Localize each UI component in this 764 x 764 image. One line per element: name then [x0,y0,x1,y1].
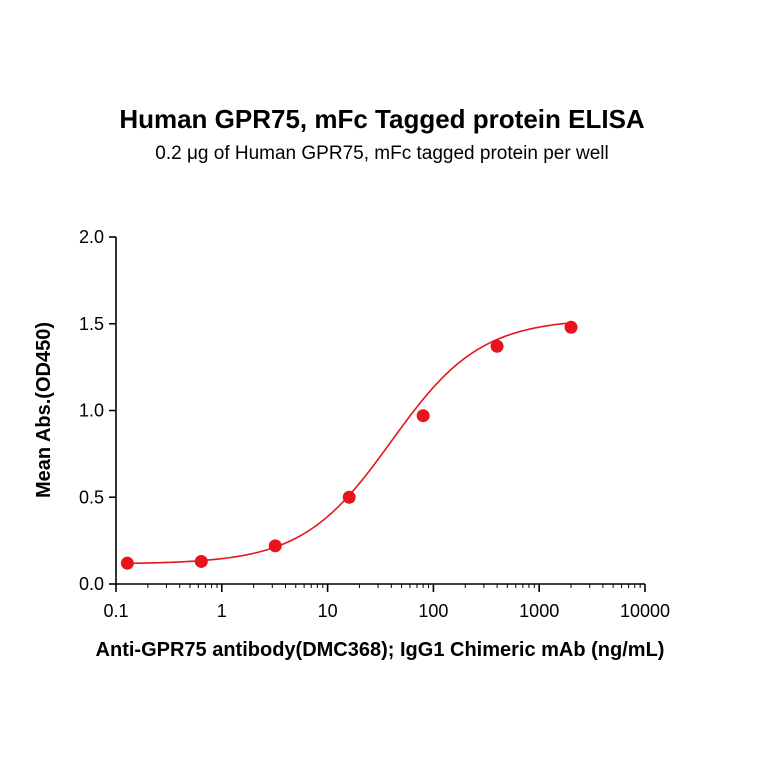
data-point [120,556,134,570]
y-axis-ticks: 0.0 0.5 1.0 1.5 2.0 [79,227,116,594]
y-tick-label: 1.0 [79,401,104,421]
chart-title: Human GPR75, mFc Tagged protein ELISA [119,104,645,134]
y-tick-label: 0.5 [79,487,104,507]
x-tick-label: 10000 [620,601,670,621]
fit-curve [127,322,572,565]
data-point [342,490,356,504]
data-point [268,539,282,553]
y-tick-label: 0.0 [79,574,104,594]
x-tick-label: 1000 [519,601,559,621]
data-point [194,554,208,568]
x-tick-label: 100 [418,601,448,621]
y-tick-label: 2.0 [79,227,104,247]
x-tick-label: 0.1 [103,601,128,621]
data-point [416,409,430,423]
x-tick-label: 10 [318,601,338,621]
x-tick-label: 1 [217,601,227,621]
x-axis-label: Anti-GPR75 antibody(DMC368); IgG1 Chimer… [96,639,665,661]
y-tick-label: 1.5 [79,314,104,334]
data-point [564,320,578,334]
x-axis-ticks: 0.1 1 10 100 1000 10000 [103,584,670,621]
chart-subtitle: 0.2 μg of Human GPR75, mFc tagged protei… [155,143,608,164]
data-points [120,320,578,570]
data-point [490,339,504,353]
y-axis-label: Mean Abs.(OD450) [33,322,55,498]
